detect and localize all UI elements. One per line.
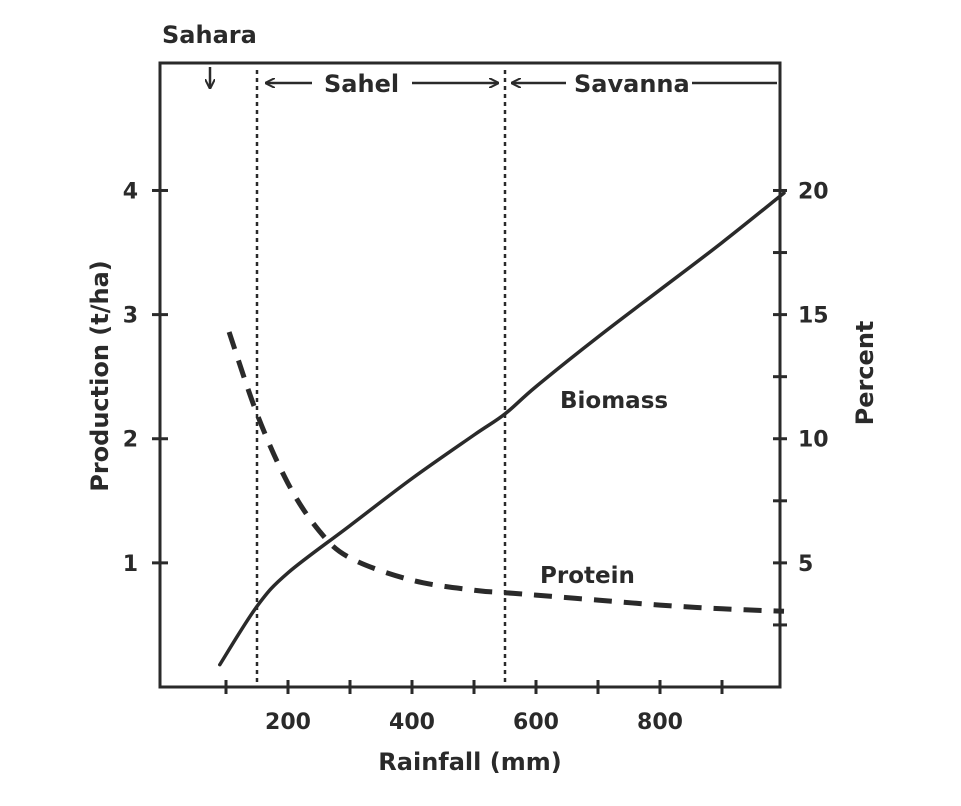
y-right-tick-label-15: 15	[798, 304, 829, 329]
y-left-tick-label-3: 3	[123, 304, 138, 329]
zone-boundaries	[255, 70, 507, 687]
biomass-label: Biomass	[560, 388, 668, 414]
tick-labels: 200 400 600 800 1 2 3 4 5 10 15 20	[123, 179, 829, 735]
y-right-tick-label-10: 10	[798, 428, 829, 453]
y-left-tick-label-2: 2	[123, 428, 138, 453]
y-right-tick-label-5: 5	[798, 552, 813, 577]
x-tick-label-400: 400	[389, 710, 435, 735]
plot-frame	[158, 61, 782, 689]
y-left-tick-label-1: 1	[123, 552, 138, 577]
tick-marks	[152, 188, 787, 694]
x-tick-label-800: 800	[637, 710, 683, 735]
x-tick-label-200: 200	[265, 710, 311, 735]
zone-label-savanna: Savanna	[574, 70, 690, 98]
y-axis-left-title: Production (t/ha)	[86, 260, 114, 492]
x-tick-label-600: 600	[513, 710, 559, 735]
biomass-series-line	[218, 191, 786, 667]
zone-label-sahel: Sahel	[324, 70, 399, 98]
zone-label-sahara: Sahara	[162, 21, 257, 49]
y-left-tick-label-4: 4	[123, 179, 138, 204]
x-axis-title: Rainfall (mm)	[378, 748, 561, 776]
protein-series-line	[226, 331, 785, 614]
y-right-tick-label-20: 20	[798, 179, 829, 204]
protein-label: Protein	[540, 563, 635, 589]
y-axis-right-title: Percent	[851, 321, 879, 426]
